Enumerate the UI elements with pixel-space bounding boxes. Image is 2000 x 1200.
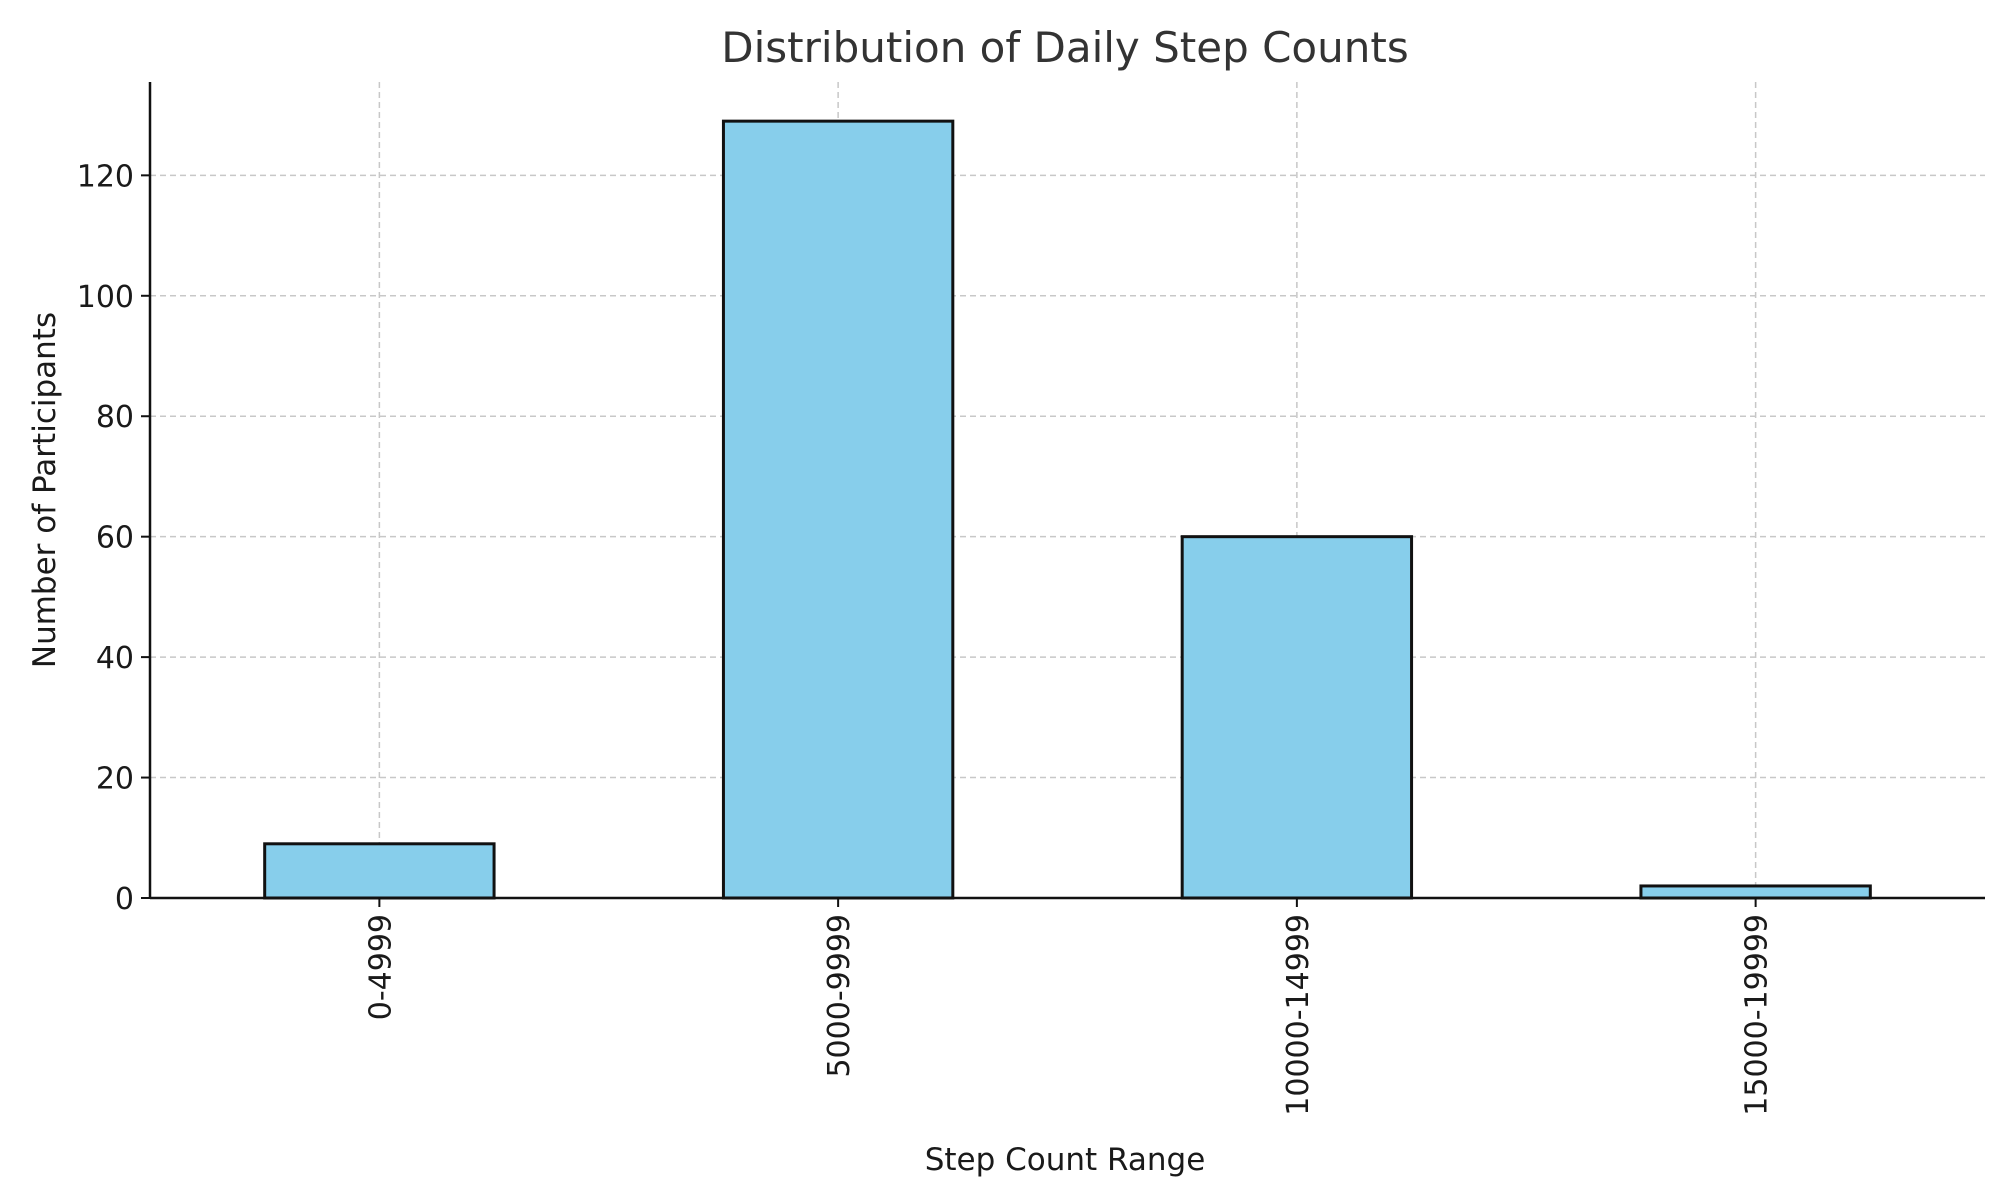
grid-lines [150, 82, 1985, 898]
bar-0-4999 [263, 842, 496, 900]
y-tick-label: 20 [96, 762, 134, 797]
x-tick-label: 5000-9999 [822, 914, 857, 1078]
y-tick-label: 0 [115, 882, 134, 917]
y-tick-label: 60 [96, 521, 134, 556]
bar-10000-14999 [1180, 535, 1414, 900]
x-tick-label: 15000-19999 [1740, 914, 1775, 1116]
bar-5000-9999 [721, 119, 955, 900]
chart-title: Distribution of Daily Step Counts [721, 23, 1408, 72]
bars [263, 119, 1872, 900]
x-ticks: 0-4999 5000-9999 10000-14999 15000-19999 [363, 898, 1775, 1116]
y-axis-label: Number of Participants [27, 312, 63, 668]
bar-15000-19999 [1639, 884, 1872, 900]
x-tick-label: 10000-14999 [1281, 914, 1316, 1116]
axes [148, 82, 1985, 900]
y-tick-label: 80 [96, 400, 134, 435]
y-tick-label: 40 [96, 641, 134, 676]
y-tick-label: 120 [77, 159, 134, 194]
y-ticks: 0 20 40 60 80 100 120 [77, 159, 150, 917]
y-tick-label: 100 [77, 280, 134, 315]
x-axis-label: Step Count Range [925, 1142, 1206, 1178]
x-tick-label: 0-4999 [363, 914, 398, 1020]
